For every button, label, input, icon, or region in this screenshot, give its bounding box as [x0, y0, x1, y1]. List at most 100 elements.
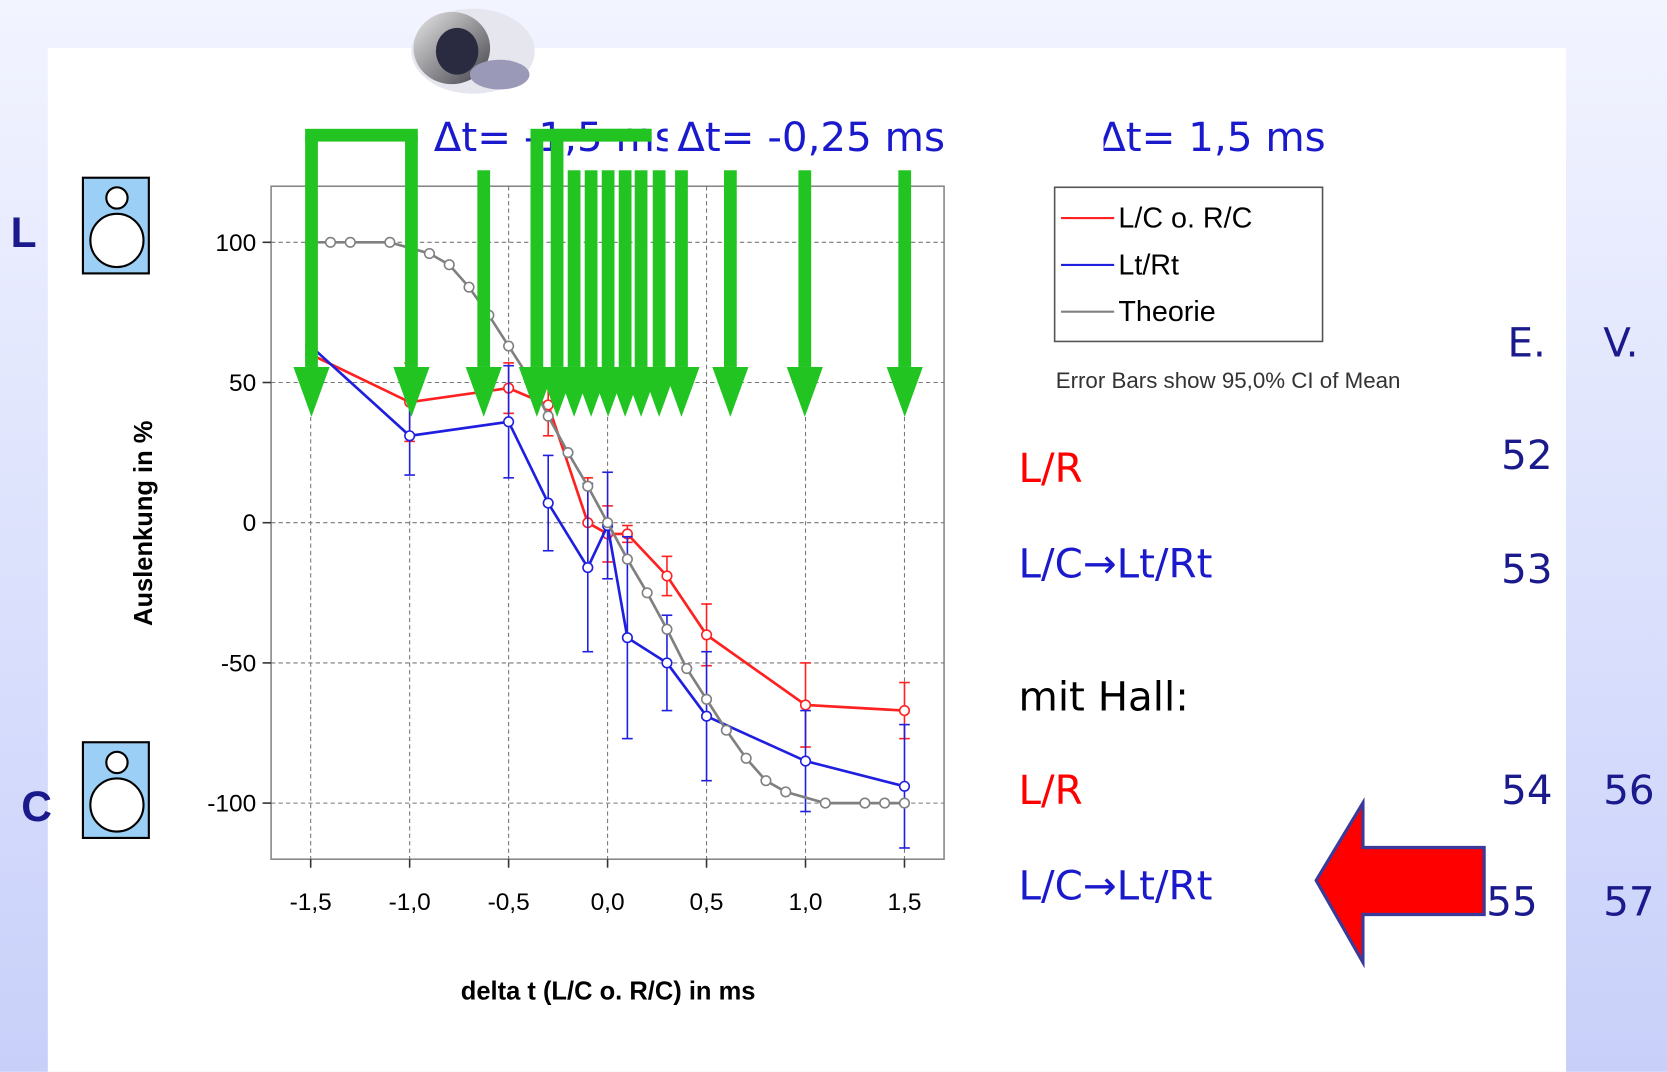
data-point	[423, 247, 436, 260]
row-label: L/C→Lt/Rt	[1018, 863, 1212, 910]
x-tick-label: -1,0	[389, 889, 431, 916]
arrow-shaft	[601, 170, 615, 367]
data-point	[404, 430, 416, 442]
data-point	[799, 755, 812, 767]
data-point	[780, 786, 792, 798]
data-point	[344, 236, 356, 248]
arrow-bracket	[550, 128, 652, 142]
row-label: mit Hall:	[1018, 673, 1188, 720]
x-tick-label: 1,0	[789, 889, 823, 916]
row-label: L/C→Lt/Rt	[1018, 540, 1212, 587]
data-point	[819, 797, 831, 809]
row-value: 53	[1501, 546, 1552, 593]
data-point	[562, 447, 574, 459]
arrow-shaft	[550, 135, 564, 367]
data-point	[898, 780, 911, 792]
chart: -100 -50 0 50 100 -1,5 -1,0 -0,5 0,0 0,5 1,0 1,5	[207, 185, 945, 916]
data-point	[700, 629, 713, 641]
data-point	[542, 410, 554, 422]
x-axis-label: delta t (L/C o. R/C) in ms	[461, 978, 756, 1006]
chart-note: Error Bars show 95,0% CI of Mean	[1056, 368, 1401, 393]
data-point	[582, 480, 594, 492]
data-point	[621, 553, 633, 565]
annotation: Δt= 1,5 ms	[1098, 114, 1326, 161]
arrow-shaft	[634, 170, 648, 367]
data-point	[799, 699, 812, 711]
arrow-shaft	[305, 135, 318, 367]
data-point	[443, 259, 455, 271]
x-tick-label: -0,5	[488, 889, 530, 916]
row-label: L/R	[1018, 445, 1082, 492]
data-point	[641, 587, 653, 599]
arrow-shaft	[798, 170, 812, 367]
arrow-head	[465, 366, 502, 417]
arrow-head	[663, 366, 700, 417]
data-point	[324, 236, 337, 248]
arrow-bracket	[305, 128, 418, 142]
x-tick-label: 0,5	[690, 889, 724, 916]
speaker-label: L	[11, 210, 37, 257]
data-point	[463, 281, 475, 293]
green-arrows	[293, 128, 923, 417]
row-value: 52	[1501, 432, 1552, 479]
speaker-icon-c	[81, 741, 150, 839]
x-tick-label: -1,5	[290, 889, 332, 916]
arrow-shaft	[584, 170, 598, 367]
data-point	[681, 662, 693, 675]
legend-label: L/C o. R/C	[1118, 203, 1252, 235]
arrow-shaft	[618, 170, 632, 367]
legend-label: Theorie	[1118, 296, 1215, 328]
arrow-shaft	[530, 135, 544, 367]
y-axis-label: Auslenkung in %	[130, 421, 158, 626]
x-tick-label: 0,0	[591, 889, 625, 916]
y-tick-label: -100	[207, 791, 256, 818]
data-point	[661, 623, 673, 635]
arrow-head	[886, 366, 923, 417]
arrow-head	[393, 366, 430, 417]
data-point	[859, 797, 871, 809]
arrow-shaft	[898, 170, 912, 367]
data-point	[542, 497, 554, 509]
loudspeaker-image	[411, 8, 535, 94]
data-point	[898, 797, 911, 809]
arrow-shaft	[567, 170, 581, 367]
data-point	[720, 724, 732, 736]
data-point	[582, 561, 594, 574]
legend-label: Lt/Rt	[1118, 249, 1179, 281]
arrow-shaft	[675, 170, 688, 367]
arrow-shaft	[477, 170, 491, 367]
arrow-head	[786, 366, 823, 417]
annotation: Δt= -0,25 ms	[677, 114, 945, 161]
y-tick-label: 50	[229, 370, 256, 397]
speaker-icon-l	[81, 176, 150, 275]
data-point	[898, 704, 911, 717]
data-point	[760, 775, 772, 787]
row-value: 55	[1486, 879, 1537, 926]
data-point	[879, 797, 891, 809]
column-header: V.	[1603, 319, 1638, 366]
data-point	[602, 517, 614, 529]
row-value: 54	[1501, 767, 1552, 814]
annotation-backdrop	[667, 101, 1104, 165]
arrow-shaft	[652, 170, 666, 367]
column-header: E.	[1508, 319, 1546, 366]
results-table: E. V. L/R 52 L/C→Lt/Rt 53 mit Hall: L/R …	[1018, 319, 1654, 925]
arrow-shaft	[405, 135, 418, 367]
data-point	[503, 340, 515, 352]
y-tick-label: 100	[215, 230, 256, 257]
data-point	[503, 416, 515, 428]
highlight-arrow	[1314, 797, 1486, 969]
arrow-head	[293, 366, 330, 417]
data-point	[384, 236, 396, 248]
y-tick-label: -50	[221, 650, 256, 677]
x-tick-label: 1,5	[887, 889, 921, 916]
arrow-head	[712, 366, 749, 417]
data-point	[700, 710, 713, 722]
y-tick-label: 0	[243, 510, 257, 537]
data-point	[661, 570, 673, 582]
data-point	[661, 657, 673, 669]
data-point	[700, 693, 713, 705]
speaker-label: C	[21, 784, 52, 831]
